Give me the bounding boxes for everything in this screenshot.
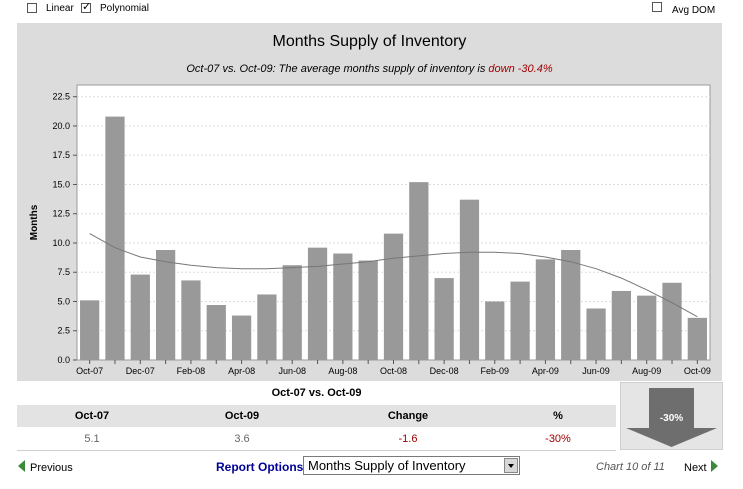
bar — [586, 308, 606, 360]
report-select[interactable]: Months Supply of Inventory — [303, 456, 520, 475]
summary-change-value: -1.6 — [398, 433, 418, 445]
bar — [257, 294, 277, 360]
polynomial-label: Polynomial — [100, 3, 149, 14]
x-tick-label: Oct-09 — [684, 366, 711, 376]
report-options-link[interactable]: Report Options — [216, 460, 304, 474]
y-tick-label: 5.0 — [57, 296, 70, 306]
bar — [687, 317, 707, 360]
bar — [130, 274, 150, 360]
y-tick-label: 10.0 — [52, 238, 70, 248]
summary-col-end: Oct-09 — [224, 410, 260, 422]
avg-dom-label: Avg DOM — [672, 5, 716, 16]
summary-values-row: 5.1 3.6 -1.6 -30% — [17, 428, 616, 451]
x-tick-label: Feb-08 — [177, 366, 206, 376]
x-tick-label: Jun-08 — [278, 366, 306, 376]
chart-counter: Chart 10 of 11 — [596, 461, 665, 473]
x-tick-label: Feb-09 — [481, 366, 510, 376]
bar — [611, 290, 632, 360]
bar — [510, 281, 530, 360]
report-select-value: Months Supply of Inventory — [308, 458, 466, 473]
chart-panel: Months Supply of Inventory Oct-07 vs. Oc… — [17, 23, 722, 381]
next-link[interactable]: Next — [684, 462, 707, 474]
y-tick-label: 12.5 — [52, 209, 70, 219]
down-arrow-icon: -30% — [626, 388, 717, 447]
x-tick-label: Dec-08 — [430, 366, 459, 376]
bar — [231, 315, 252, 360]
trend-arrow-box: -30% — [620, 382, 723, 450]
x-tick-label: Jun-09 — [582, 366, 610, 376]
bar — [358, 260, 378, 360]
bar — [409, 182, 429, 360]
summary-title: Oct-07 vs. Oct-09 — [17, 382, 616, 404]
bar — [434, 278, 454, 360]
avg-dom-checkbox[interactable] — [652, 2, 662, 12]
bar — [485, 301, 505, 360]
summary-col-start: Oct-07 — [74, 410, 110, 422]
previous-link[interactable]: Previous — [30, 462, 73, 474]
trend-arrow-label: -30% — [660, 413, 683, 424]
x-tick-label: Aug-08 — [328, 366, 357, 376]
trend-line — [89, 233, 698, 318]
summary-percent-value: -30% — [545, 433, 571, 445]
linear-label: Linear — [46, 3, 74, 14]
summary-start-value: 5.1 — [84, 433, 100, 445]
chart-subtitle: Oct-07 vs. Oct-09: The average months su… — [17, 63, 722, 75]
y-axis-label: Months — [29, 204, 40, 240]
subtitle-prefix: Oct-07 vs. Oct-09: The average months su… — [186, 63, 489, 75]
y-tick-label: 15.0 — [52, 179, 70, 189]
summary-column-headers: Oct-07 Oct-09 Change % — [17, 405, 616, 427]
x-tick-label: Dec-07 — [126, 366, 155, 376]
linear-checkbox[interactable] — [27, 3, 37, 13]
next-arrow-icon[interactable] — [711, 460, 718, 472]
bar — [662, 282, 682, 360]
x-tick-label: Apr-08 — [228, 366, 255, 376]
summary-end-value: 3.6 — [234, 433, 250, 445]
y-tick-label: 0.0 — [57, 355, 70, 365]
subtitle-change: down -30.4% — [488, 63, 553, 75]
bar — [282, 265, 302, 360]
previous-arrow-icon[interactable] — [18, 460, 25, 472]
bar — [637, 295, 657, 360]
y-tick-label: 2.5 — [57, 326, 70, 336]
bar — [155, 250, 176, 360]
x-tick-label: Apr-09 — [532, 366, 559, 376]
bar — [459, 199, 480, 360]
y-tick-label: 17.5 — [52, 150, 70, 160]
bar — [561, 250, 581, 360]
y-tick-label: 20.0 — [52, 121, 70, 131]
x-tick-label: Aug-09 — [632, 366, 661, 376]
chevron-down-icon[interactable] — [504, 458, 518, 473]
summary-col-percent: % — [553, 410, 563, 422]
bar-chart: 0.0 2.5 5.0 7.5 10.0 12.5 15.0 17.5 20.0 22.5 Mont… — [29, 84, 711, 376]
bar — [80, 300, 100, 360]
bar — [535, 259, 556, 360]
bar — [307, 247, 328, 360]
chart-title: Months Supply of Inventory — [272, 33, 467, 50]
summary-col-change: Change — [387, 410, 429, 422]
y-tick-label: 7.5 — [57, 267, 70, 277]
bar — [383, 233, 404, 360]
x-tick-label: Oct-08 — [380, 366, 407, 376]
y-tick-label: 22.5 — [52, 92, 70, 102]
bar — [181, 280, 201, 360]
bar — [105, 116, 125, 361]
bar — [206, 305, 226, 360]
x-tick-label: Oct-07 — [76, 366, 103, 376]
bar — [333, 253, 353, 360]
polynomial-checkbox[interactable] — [81, 0, 91, 13]
